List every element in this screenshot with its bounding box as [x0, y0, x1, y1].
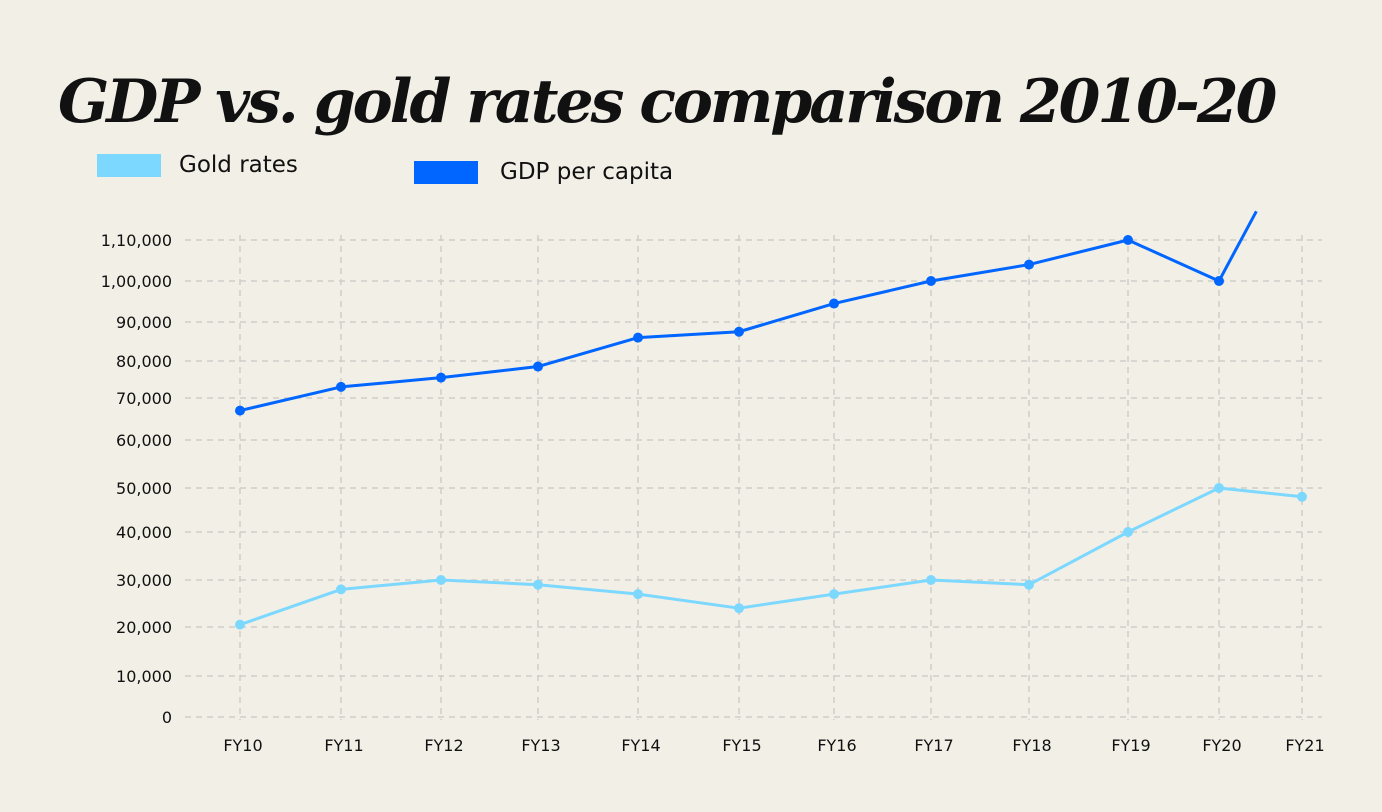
data-point-gdp: [829, 298, 839, 309]
y-tick-label: 20,000: [116, 618, 172, 637]
data-point-gold: [235, 619, 245, 630]
x-tick-label: FY16: [817, 736, 856, 755]
data-point-gdp: [633, 332, 643, 343]
data-point-gold: [1024, 579, 1034, 590]
data-point-gold: [1123, 527, 1133, 537]
x-tick-label: FY10: [223, 736, 262, 755]
legend-item-gdp-per-capita: GDP per capita: [414, 159, 673, 185]
y-tick-label: 50,000: [116, 479, 172, 498]
y-tick-label: 1,00,000: [101, 272, 172, 291]
y-tick-label: 30,000: [116, 571, 172, 590]
legend-label-gold: Gold rates: [179, 152, 298, 178]
y-tick-label: 80,000: [116, 352, 172, 371]
y-tick-label: 60,000: [116, 431, 172, 450]
y-tick-label: 1,10,000: [101, 231, 172, 250]
x-tick-label: FY15: [722, 736, 761, 755]
data-point-gold: [336, 584, 346, 595]
data-point-gdp: [1214, 276, 1224, 286]
x-tick-label: FY20: [1202, 736, 1241, 755]
legend-swatch-gdp: [414, 160, 478, 184]
x-tick-label: FY13: [521, 736, 560, 755]
data-point-gold: [734, 603, 744, 614]
chart-title: GDP vs. gold rates comparison 2010-20: [58, 67, 1277, 137]
x-tick-label: FY18: [1012, 736, 1051, 755]
data-point-gold: [633, 589, 643, 600]
data-point-gold: [533, 579, 543, 590]
y-tick-label: 0: [162, 708, 172, 727]
x-tick-label: FY14: [621, 736, 660, 755]
data-point-gold: [1214, 483, 1224, 493]
y-tick-label: 10,000: [116, 667, 172, 686]
series-line-gold: [239, 486, 1303, 627]
data-point-gold: [926, 575, 936, 585]
data-point-gdp: [533, 361, 543, 372]
data-point-gold: [436, 575, 446, 585]
x-tick-label: FY11: [324, 736, 363, 755]
data-point-gdp: [1123, 235, 1133, 245]
data-point-gdp: [436, 372, 446, 383]
x-tick-label: FY12: [424, 736, 463, 755]
data-point-gdp: [336, 381, 346, 392]
legend-label-gdp: GDP per capita: [500, 159, 674, 185]
data-point-gdp: [734, 326, 744, 337]
x-tick-label: FY17: [914, 736, 953, 755]
legend-item-gold-rates: Gold rates: [97, 152, 298, 178]
y-tick-label: 40,000: [116, 523, 172, 542]
data-point-gdp: [235, 405, 245, 416]
y-tick-label: 90,000: [116, 313, 172, 332]
x-tick-label: FY19: [1111, 736, 1150, 755]
legend-swatch-gold: [97, 153, 161, 177]
y-tick-label: 70,000: [116, 389, 172, 408]
data-point-gdp: [1024, 259, 1034, 270]
data-point-gdp: [926, 276, 936, 286]
series-line-gdp: [239, 210, 1258, 413]
data-point-gold: [1297, 491, 1307, 502]
x-tick-label: FY21: [1285, 736, 1324, 755]
data-point-gold: [829, 589, 839, 600]
